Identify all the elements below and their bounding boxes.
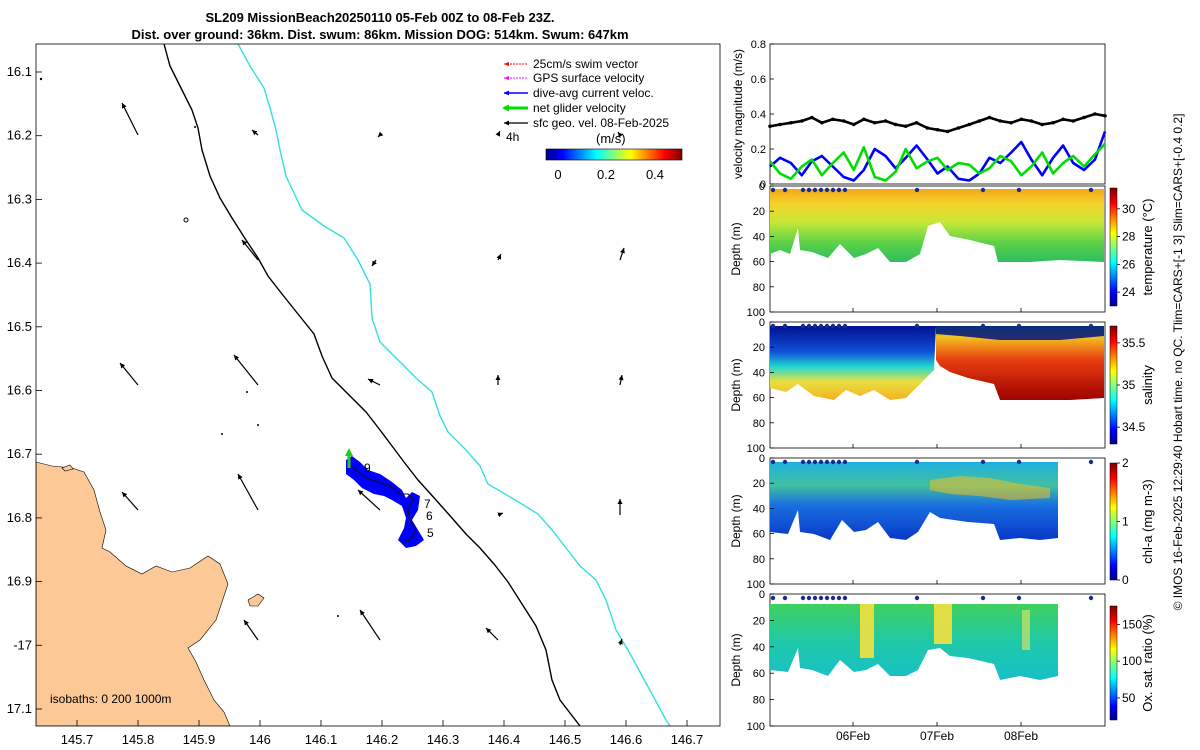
legend-label: net glider velocity (533, 101, 626, 115)
isobath-label: isobaths: 0 200 1000m (50, 692, 171, 706)
surface-velocity-arrow (119, 362, 139, 386)
map-lon-tick: 145.8 (122, 732, 155, 747)
track-label: 9 (364, 461, 371, 475)
map-lon-tick: 146.6 (610, 732, 643, 747)
surface-velocity-arrow (357, 489, 381, 511)
speed-colorbar (545, 148, 683, 161)
land-mass (36, 461, 231, 726)
figure-title-line-1: SL209 MissionBeach20250110 05-Feb 00Z to… (205, 10, 555, 25)
figure-title-line-2: Dist. over ground: 36km. Dist. swum: 86k… (131, 27, 629, 42)
glider-track (345, 448, 424, 548)
isobath-1000m (237, 44, 671, 726)
island (247, 593, 265, 607)
surface-velocity-arrow (617, 131, 623, 138)
surface-velocity-arrow (241, 239, 259, 261)
surface-velocity-arrow (618, 374, 624, 386)
surface-velocity-arrow (497, 512, 504, 518)
map-lon-tick: 146.1 (305, 732, 338, 747)
map-lon-tick: 146.2 (366, 732, 399, 747)
legend-label: sfc geo. vel. 08-Feb-2025 (533, 116, 669, 130)
map-lon-tick: 145.7 (61, 732, 94, 747)
map-lat-tick: 16.2 (7, 128, 32, 143)
map-lon-tick: 146.7 (671, 732, 704, 747)
surface-velocity-arrow (237, 473, 259, 511)
map-lon-tick: 146.3 (427, 732, 460, 747)
surface-velocity-arrow (371, 259, 377, 267)
colorbar-unit: (m/s) (596, 131, 626, 146)
surface-velocity-field (119, 102, 625, 646)
surface-velocity-arrow (251, 129, 259, 136)
map-lat-tick: -17 (13, 637, 32, 652)
map-lat-tick: 16.9 (7, 574, 32, 589)
colorbar-tick: 0.2 (597, 167, 615, 182)
legend-hour-marker: 4h (506, 130, 519, 144)
map-lat-tick: 17.1 (7, 701, 32, 716)
surface-velocity-arrow (496, 253, 502, 261)
map-lon-tick: 146.5 (549, 732, 582, 747)
surface-velocity-arrow (485, 627, 499, 641)
imos-credit-note: © IMOS 16-Feb-2025 12:29:40 Hobart time.… (1171, 113, 1185, 611)
surface-velocity-arrow (359, 609, 381, 641)
map-lat-tick: 16.6 (7, 383, 32, 398)
surface-velocity-arrow (495, 130, 501, 137)
surface-velocity-arrow (121, 102, 139, 136)
surface-velocity-arrow (243, 619, 259, 641)
track-label: 5 (427, 526, 434, 540)
map-lat-tick: 16.8 (7, 510, 32, 525)
map-lon-tick: 145.9 (183, 732, 216, 747)
surface-velocity-arrow (495, 375, 501, 385)
map-lat-tick: 16.3 (7, 191, 32, 206)
island (61, 464, 74, 472)
colorbar-tick: 0.4 (646, 167, 664, 182)
map-lat-tick: 16.7 (7, 446, 32, 461)
map-legend: 25cm/s swim vector GPS surface velocity … (502, 57, 683, 182)
surface-velocity-arrow (617, 499, 623, 515)
legend-label: 25cm/s swim vector (533, 57, 638, 71)
surface-velocity-arrow (618, 638, 623, 646)
map-axes: 145.7 145.8 145.9 146 146.1 146.2 146.3 146.4 14… (7, 64, 704, 747)
surface-velocity-arrow (367, 378, 381, 386)
isobath-200m (163, 44, 581, 726)
track-label: 7 (424, 497, 431, 511)
colorbar-tick: 0 (554, 167, 561, 182)
map-lat-tick: 16.1 (7, 64, 32, 79)
surface-velocity-arrow (233, 354, 259, 386)
map-lon-tick: 146.4 (488, 732, 521, 747)
legend-label: GPS surface velocity (533, 71, 644, 85)
surface-velocity-arrow (619, 247, 625, 261)
map-lat-tick: 16.5 (7, 319, 32, 334)
map-lat-tick: 16.4 (7, 255, 32, 270)
track-label: 6 (426, 509, 433, 523)
surface-velocity-arrow (377, 131, 384, 138)
legend-label: dive-avg current veloc. (533, 86, 654, 100)
map-lon-tick: 146 (249, 732, 271, 747)
surface-velocity-arrow (121, 491, 139, 511)
